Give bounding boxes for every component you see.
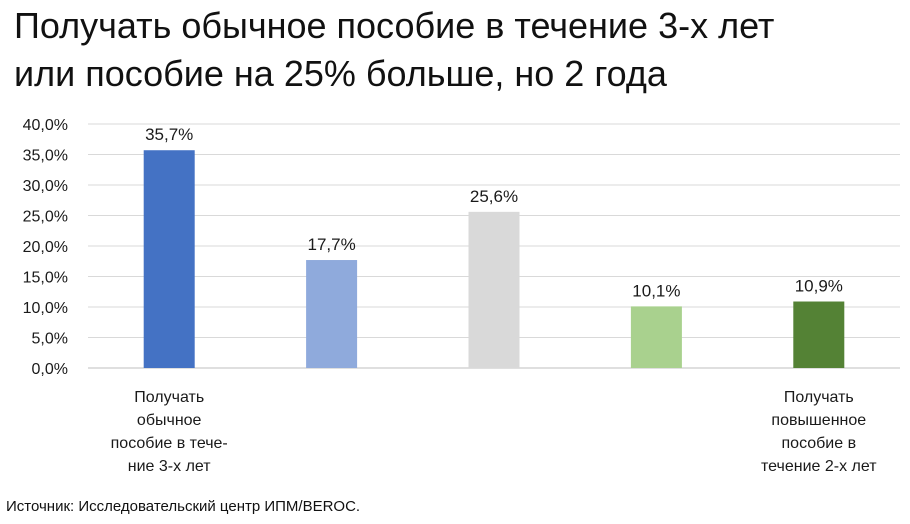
bar <box>468 211 520 368</box>
bar-chart: 0,0% 5,0% 10,0% 15,0% 20,0% 25,0% 30,0% 35,0% 40… <box>23 117 900 475</box>
y-tick-label: 25,0% <box>23 209 68 226</box>
bar <box>630 306 682 368</box>
source-note: Источник: Исследовательский центр ИПМ/BE… <box>6 498 361 515</box>
bar <box>793 301 845 368</box>
x-tick-label: Получать <box>784 389 854 406</box>
data-label: 35,7% <box>145 125 193 144</box>
chart-title-line-2: или пособие на 25% больше, но 2 года <box>14 53 667 94</box>
y-tick-label: 10,0% <box>23 300 68 317</box>
y-tick-label: 15,0% <box>23 270 68 287</box>
x-tick-label: пособие в тече- <box>111 435 228 452</box>
chart-title-line-1: Получать обычное пособие в течение 3-х л… <box>14 5 775 46</box>
data-label: 25,6% <box>470 187 518 206</box>
x-tick-label: пособие в <box>782 435 857 452</box>
data-label: 10,1% <box>632 281 680 300</box>
y-tick-label: 35,0% <box>23 148 68 165</box>
x-tick-label: ние 3-х лет <box>128 458 211 475</box>
bar <box>143 150 195 368</box>
bar <box>306 260 358 368</box>
x-tick-label: обычное <box>137 412 202 429</box>
y-tick-label: 5,0% <box>32 331 68 348</box>
chart-title: Получать обычное пособие в течение 3-х л… <box>14 2 894 98</box>
y-tick-label: 0,0% <box>32 361 68 378</box>
y-tick-label: 30,0% <box>23 178 68 195</box>
x-tick-label: повышенное <box>771 412 866 429</box>
x-tick-label: течение 2-х лет <box>761 458 877 475</box>
x-tick-label: Получать <box>134 389 204 406</box>
y-tick-label: 20,0% <box>23 239 68 256</box>
y-tick-label: 40,0% <box>23 117 68 134</box>
data-label: 17,7% <box>307 235 355 254</box>
data-label: 10,9% <box>795 277 843 296</box>
